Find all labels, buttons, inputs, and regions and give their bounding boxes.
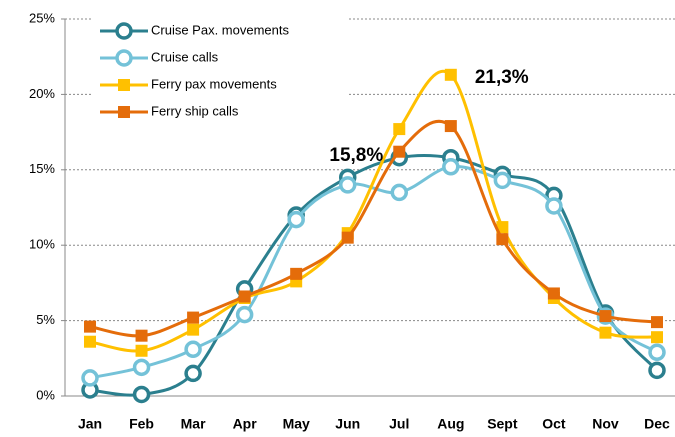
x-tick-label: Oct (542, 416, 566, 432)
legend-box (92, 14, 347, 126)
data-point (648, 361, 666, 380)
y-tick-label: 25% (29, 10, 55, 25)
legend-marker (118, 106, 130, 118)
data-point (238, 290, 251, 303)
data-point (444, 120, 457, 133)
data-point (651, 331, 663, 344)
data-point (135, 344, 148, 357)
series-line (89, 165, 658, 380)
data-point (651, 316, 663, 329)
data-point (648, 343, 666, 362)
data-point (187, 323, 200, 336)
data-point (390, 183, 409, 202)
annotation: 15,8% (329, 145, 383, 166)
x-tick-label: Mar (181, 416, 206, 432)
data-point (493, 171, 512, 190)
data-point (187, 311, 200, 324)
x-tick-label: Dec (644, 416, 670, 432)
y-tick-label: 5% (36, 312, 55, 327)
data-point (442, 158, 460, 176)
data-point (135, 329, 148, 342)
data-point (547, 287, 560, 300)
y-tick-label: 0% (36, 387, 55, 402)
legend: Cruise Pax. movements Cruise calls Ferry p… (92, 14, 347, 126)
x-tick-label: Sept (487, 416, 518, 432)
x-tick-label: Feb (129, 416, 154, 432)
data-point (290, 267, 303, 280)
data-point (132, 385, 151, 404)
data-point (84, 335, 96, 348)
y-tick-label: 15% (29, 161, 55, 176)
y-tick-label: 10% (29, 237, 55, 252)
x-tick-label: Jun (335, 416, 360, 432)
data-point (599, 310, 612, 323)
data-point (287, 210, 305, 229)
data-point (444, 68, 457, 81)
legend-label: Cruise calls (151, 49, 219, 64)
legend-marker (118, 79, 130, 91)
data-point (393, 123, 406, 136)
legend-label: Ferry pax movements (151, 76, 277, 91)
data-point (184, 340, 202, 359)
data-point (545, 197, 563, 215)
data-point (84, 320, 96, 333)
legend-label: Cruise Pax. movements (151, 22, 289, 37)
legend-marker (115, 22, 133, 40)
legend-label: Ferry ship calls (151, 103, 239, 118)
data-point (341, 231, 354, 244)
x-tick-label: Nov (592, 416, 619, 432)
x-tick-label: May (283, 416, 310, 432)
data-point (496, 221, 509, 234)
data-point (338, 176, 357, 194)
data-point (599, 326, 612, 339)
data-point (235, 305, 254, 324)
x-tick-label: Jan (78, 416, 102, 432)
data-point (132, 358, 151, 377)
x-tick-label: Aug (437, 416, 464, 432)
data-point (184, 364, 202, 383)
annotation: 21,3% (475, 67, 529, 88)
legend-marker (115, 49, 133, 67)
data-point (393, 145, 406, 158)
y-tick-label: 20% (29, 86, 55, 101)
data-point (496, 233, 509, 246)
x-tick-label: Apr (233, 416, 258, 432)
data-point (81, 369, 99, 387)
x-tick-label: Jul (389, 416, 409, 432)
